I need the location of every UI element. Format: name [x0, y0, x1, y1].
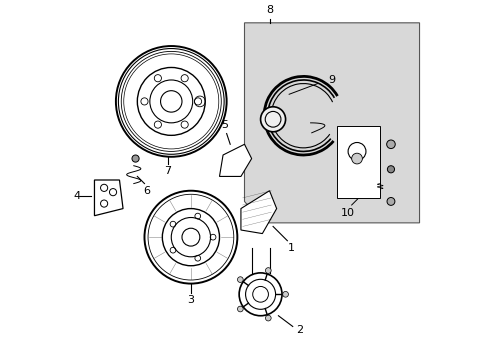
Text: 10: 10 — [341, 208, 354, 218]
Text: 1: 1 — [287, 243, 294, 253]
Circle shape — [260, 107, 285, 132]
Text: 7: 7 — [164, 166, 171, 176]
Text: 8: 8 — [265, 5, 272, 15]
Circle shape — [132, 155, 139, 162]
Text: 3: 3 — [187, 295, 194, 305]
Text: 6: 6 — [142, 186, 149, 196]
Circle shape — [386, 140, 394, 149]
Polygon shape — [244, 23, 419, 223]
Polygon shape — [94, 180, 123, 216]
Text: 4: 4 — [73, 191, 80, 201]
Circle shape — [351, 153, 362, 164]
Text: 5: 5 — [221, 120, 228, 130]
Circle shape — [386, 198, 394, 205]
Bar — [337, 126, 380, 198]
Text: 2: 2 — [296, 325, 303, 335]
Text: 9: 9 — [328, 75, 335, 85]
Polygon shape — [241, 191, 276, 234]
Circle shape — [386, 166, 394, 173]
Circle shape — [237, 277, 243, 283]
Circle shape — [282, 292, 288, 297]
Polygon shape — [219, 144, 251, 176]
Circle shape — [237, 306, 243, 312]
Circle shape — [265, 268, 271, 273]
Circle shape — [265, 315, 271, 321]
